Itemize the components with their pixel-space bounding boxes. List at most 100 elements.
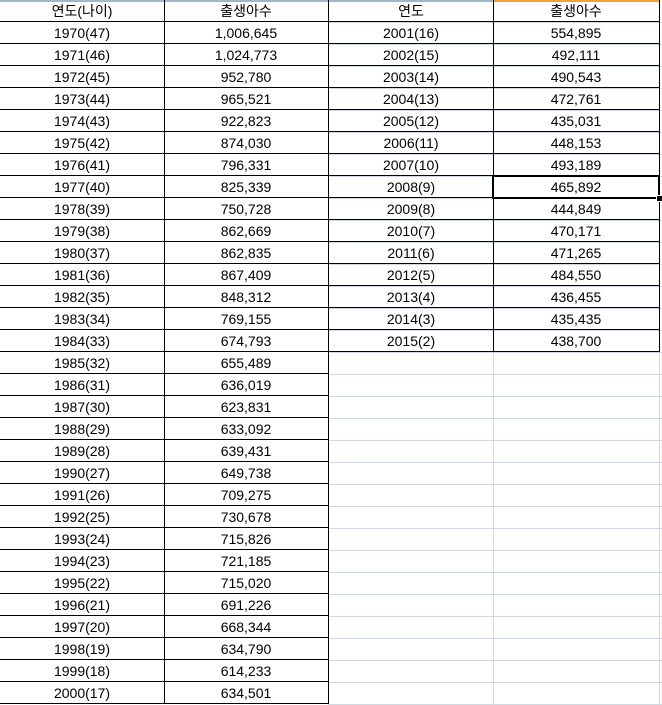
right-table-cell[interactable]: 2012(5) <box>328 264 494 286</box>
right-table-cell[interactable]: 2013(4) <box>328 286 494 308</box>
left-table-cell[interactable]: 715,020 <box>164 572 329 594</box>
left-table-cell[interactable]: 623,831 <box>164 396 329 418</box>
gridline <box>328 352 662 353</box>
left-table-cell[interactable]: 674,793 <box>164 330 329 352</box>
right-table-cell[interactable]: 472,761 <box>493 88 660 110</box>
right-table-cell[interactable]: 435,435 <box>493 308 660 330</box>
left-table-cell[interactable]: 1,006,645 <box>164 22 329 44</box>
right-table-cell[interactable]: 438,700 <box>493 330 660 352</box>
gridline <box>328 242 662 243</box>
right-table-cell[interactable]: 2007(10) <box>328 154 494 176</box>
left-table-cell[interactable]: 1985(32) <box>0 352 165 374</box>
left-table-cell[interactable]: 769,155 <box>164 308 329 330</box>
left-table-cell[interactable]: 848,312 <box>164 286 329 308</box>
left-table-cell[interactable]: 709,275 <box>164 484 329 506</box>
left-table-cell[interactable]: 636,019 <box>164 374 329 396</box>
right-table-cell[interactable]: 2011(6) <box>328 242 494 264</box>
left-table-cell[interactable]: 952,780 <box>164 66 329 88</box>
gridline <box>328 110 662 111</box>
left-table-cell[interactable]: 1977(40) <box>0 176 165 198</box>
column-header-bar <box>0 0 164 2</box>
right-table-cell[interactable]: 448,153 <box>493 132 660 154</box>
left-table-cell[interactable]: 1992(25) <box>0 506 165 528</box>
left-table-cell[interactable]: 1972(45) <box>0 66 165 88</box>
right-table-cell[interactable]: 2001(16) <box>328 22 494 44</box>
left-table-cell[interactable]: 1971(46) <box>0 44 165 66</box>
left-table-cell[interactable]: 1978(39) <box>0 198 165 220</box>
left-table-cell[interactable]: 867,409 <box>164 264 329 286</box>
right-table-cell[interactable]: 554,895 <box>493 22 660 44</box>
left-table-cell[interactable]: 691,226 <box>164 594 329 616</box>
left-table-cell[interactable]: 965,521 <box>164 88 329 110</box>
left-table-cell[interactable]: 825,339 <box>164 176 329 198</box>
left-table-cell[interactable]: 796,331 <box>164 154 329 176</box>
left-table-cell[interactable]: 922,823 <box>164 110 329 132</box>
left-table-cell[interactable]: 750,728 <box>164 198 329 220</box>
right-table-cell[interactable]: 484,550 <box>493 264 660 286</box>
right-table-cell[interactable]: 2008(9) <box>328 176 494 198</box>
right-table-cell[interactable]: 2009(8) <box>328 198 494 220</box>
left-table-cell[interactable]: 1993(24) <box>0 528 165 550</box>
left-table-cell[interactable]: 1979(38) <box>0 220 165 242</box>
left-table-cell[interactable]: 1997(20) <box>0 616 165 638</box>
left-table-cell[interactable]: 721,185 <box>164 550 329 572</box>
left-table-cell[interactable]: 1995(22) <box>0 572 165 594</box>
left-table-cell[interactable]: 655,489 <box>164 352 329 374</box>
left-table-cell[interactable]: 1975(42) <box>0 132 165 154</box>
left-table-cell[interactable]: 1970(47) <box>0 22 165 44</box>
left-table-cell[interactable]: 1986(31) <box>0 374 165 396</box>
right-table-header-cell[interactable]: 출생아수 <box>493 0 660 22</box>
left-table-cell[interactable]: 1976(41) <box>0 154 165 176</box>
left-table-cell[interactable]: 1996(21) <box>0 594 165 616</box>
right-table-cell[interactable]: 493,189 <box>493 154 660 176</box>
left-table-cell[interactable]: 862,835 <box>164 242 329 264</box>
left-table-cell[interactable]: 1998(19) <box>0 638 165 660</box>
left-table-cell[interactable]: 1,024,773 <box>164 44 329 66</box>
left-table-cell[interactable]: 1987(30) <box>0 396 165 418</box>
left-table-cell[interactable]: 1994(23) <box>0 550 165 572</box>
right-table-cell[interactable]: 2010(7) <box>328 220 494 242</box>
left-table-cell[interactable]: 633,092 <box>164 418 329 440</box>
left-table-cell[interactable]: 634,790 <box>164 638 329 660</box>
left-table-cell[interactable]: 715,826 <box>164 528 329 550</box>
right-table-cell[interactable]: 436,455 <box>493 286 660 308</box>
right-table-cell[interactable]: 492,111 <box>493 44 660 66</box>
left-table-cell[interactable]: 1984(33) <box>0 330 165 352</box>
right-table-cell[interactable]: 2003(14) <box>328 66 494 88</box>
left-table-cell[interactable]: 1980(37) <box>0 242 165 264</box>
right-table-cell[interactable]: 2004(13) <box>328 88 494 110</box>
left-table-cell[interactable]: 1988(29) <box>0 418 165 440</box>
left-table-header-cell[interactable]: 출생아수 <box>164 0 329 22</box>
left-table-cell[interactable]: 1973(44) <box>0 88 165 110</box>
left-table-cell[interactable]: 614,233 <box>164 660 329 682</box>
right-table-cell[interactable]: 2006(11) <box>328 132 494 154</box>
left-table-cell[interactable]: 1989(28) <box>0 440 165 462</box>
left-table-cell[interactable]: 874,030 <box>164 132 329 154</box>
right-table-cell[interactable]: 470,171 <box>493 220 660 242</box>
left-table-cell[interactable]: 634,501 <box>164 682 329 704</box>
left-table-cell[interactable]: 1999(18) <box>0 660 165 682</box>
right-table-cell[interactable]: 2014(3) <box>328 308 494 330</box>
left-table-header-cell[interactable]: 연도(나이) <box>0 0 165 22</box>
left-table-cell[interactable]: 649,738 <box>164 462 329 484</box>
left-table-cell[interactable]: 1982(35) <box>0 286 165 308</box>
right-table-cell[interactable]: 2002(15) <box>328 44 494 66</box>
left-table-cell[interactable]: 1981(36) <box>0 264 165 286</box>
left-table-cell[interactable]: 2000(17) <box>0 682 165 704</box>
right-table-cell[interactable]: 435,031 <box>493 110 660 132</box>
left-table-cell[interactable]: 639,431 <box>164 440 329 462</box>
left-table-cell[interactable]: 1990(27) <box>0 462 165 484</box>
left-table-cell[interactable]: 1974(43) <box>0 110 165 132</box>
left-table-cell[interactable]: 668,344 <box>164 616 329 638</box>
left-table-cell[interactable]: 862,669 <box>164 220 329 242</box>
left-table-cell[interactable]: 1991(26) <box>0 484 165 506</box>
right-table-cell[interactable]: 2015(2) <box>328 330 494 352</box>
left-table-cell[interactable]: 1983(34) <box>0 308 165 330</box>
fill-handle[interactable] <box>656 195 662 202</box>
right-table-cell[interactable]: 2005(12) <box>328 110 494 132</box>
left-table-cell[interactable]: 730,678 <box>164 506 329 528</box>
right-table-cell[interactable]: 444,849 <box>493 198 660 220</box>
right-table-cell[interactable]: 471,265 <box>493 242 660 264</box>
right-table-cell[interactable]: 490,543 <box>493 66 660 88</box>
right-table-header-cell[interactable]: 연도 <box>328 0 494 22</box>
